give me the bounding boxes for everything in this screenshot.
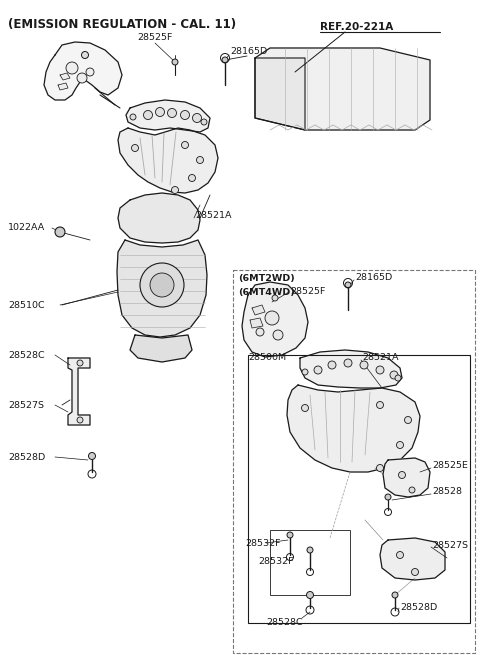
Circle shape [396, 552, 404, 559]
Circle shape [307, 547, 313, 553]
Circle shape [256, 328, 264, 336]
Polygon shape [68, 358, 90, 425]
Text: 28527S: 28527S [8, 400, 44, 409]
Polygon shape [118, 193, 200, 243]
Circle shape [376, 402, 384, 409]
Circle shape [168, 109, 177, 117]
Circle shape [376, 464, 384, 472]
Text: 28527S: 28527S [432, 540, 468, 550]
Polygon shape [117, 240, 207, 337]
Polygon shape [126, 100, 210, 132]
Polygon shape [380, 538, 445, 580]
Polygon shape [58, 83, 68, 90]
Text: 28532F: 28532F [258, 557, 293, 567]
Circle shape [396, 441, 404, 449]
Text: 28525E: 28525E [432, 462, 468, 470]
Circle shape [398, 472, 406, 479]
Circle shape [328, 361, 336, 369]
Text: 28165D: 28165D [230, 48, 267, 56]
Text: (EMISSION REGULATION - CAL. 11): (EMISSION REGULATION - CAL. 11) [8, 18, 236, 31]
Polygon shape [118, 128, 218, 193]
Circle shape [301, 405, 309, 411]
Circle shape [345, 282, 351, 288]
Text: 28528C: 28528C [8, 350, 45, 360]
Text: 28510C: 28510C [8, 301, 45, 310]
Text: 28521A: 28521A [195, 210, 231, 219]
Polygon shape [252, 305, 265, 315]
Polygon shape [250, 318, 263, 328]
Text: 28532F: 28532F [245, 538, 280, 548]
Circle shape [77, 360, 83, 366]
Circle shape [172, 59, 178, 65]
Bar [233, 270, 475, 653]
Text: 28525F: 28525F [290, 288, 325, 297]
Polygon shape [255, 58, 305, 130]
Circle shape [77, 73, 87, 83]
Circle shape [390, 371, 398, 379]
Circle shape [405, 417, 411, 424]
Circle shape [132, 145, 139, 151]
Circle shape [144, 111, 153, 119]
Circle shape [192, 113, 202, 122]
Polygon shape [300, 350, 402, 388]
Circle shape [181, 141, 189, 149]
Circle shape [77, 417, 83, 423]
Polygon shape [255, 48, 430, 130]
Circle shape [140, 263, 184, 307]
Circle shape [307, 591, 313, 599]
Circle shape [171, 187, 179, 193]
Text: 28528D: 28528D [400, 603, 437, 612]
Circle shape [409, 487, 415, 493]
Polygon shape [60, 73, 70, 80]
Circle shape [344, 359, 352, 367]
Polygon shape [383, 458, 430, 497]
Circle shape [265, 311, 279, 325]
Circle shape [385, 494, 391, 500]
Circle shape [287, 532, 293, 538]
Text: 1022AA: 1022AA [8, 223, 45, 233]
Text: 28521A: 28521A [362, 353, 398, 362]
Text: 28525F: 28525F [137, 33, 173, 42]
Circle shape [189, 174, 195, 181]
Circle shape [314, 366, 322, 374]
Text: 28528D: 28528D [8, 453, 45, 462]
Text: 28165D: 28165D [355, 274, 392, 282]
Polygon shape [287, 385, 420, 472]
Circle shape [130, 114, 136, 120]
Bar [270, 530, 350, 595]
Circle shape [411, 569, 419, 576]
Circle shape [272, 295, 278, 301]
Circle shape [360, 361, 368, 369]
Circle shape [156, 107, 165, 117]
Circle shape [55, 227, 65, 237]
Circle shape [376, 366, 384, 374]
Circle shape [273, 330, 283, 340]
Circle shape [395, 375, 401, 381]
Polygon shape [130, 335, 192, 362]
Circle shape [302, 369, 308, 375]
Text: (6MT2WD): (6MT2WD) [238, 274, 295, 282]
Circle shape [82, 52, 88, 58]
Text: 28528: 28528 [432, 487, 462, 496]
Circle shape [150, 273, 174, 297]
Circle shape [66, 62, 78, 74]
Circle shape [180, 111, 190, 119]
Circle shape [222, 57, 228, 63]
Circle shape [88, 453, 96, 460]
Text: 28500M: 28500M [248, 353, 286, 362]
Text: (6MT4WD): (6MT4WD) [238, 288, 295, 297]
Polygon shape [44, 42, 122, 100]
Circle shape [392, 592, 398, 598]
Text: REF.20-221A: REF.20-221A [320, 22, 393, 32]
Circle shape [201, 119, 207, 125]
Circle shape [196, 157, 204, 164]
Bar [248, 355, 470, 623]
Circle shape [86, 68, 94, 76]
Polygon shape [242, 282, 308, 357]
Text: 28528C: 28528C [267, 618, 303, 627]
